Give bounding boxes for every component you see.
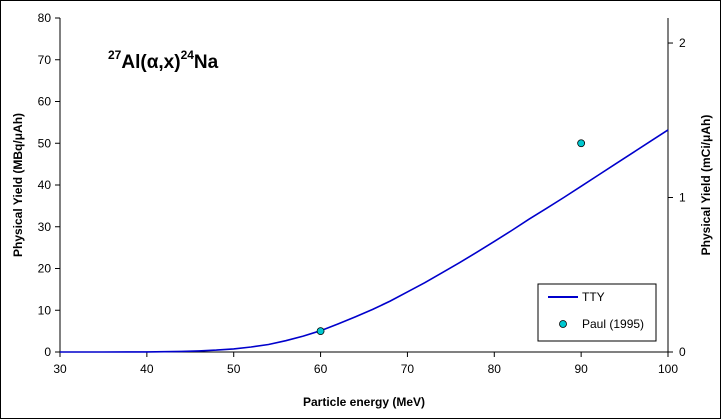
paul-1995-point [316, 327, 325, 336]
x-tick-label: 60 [314, 362, 328, 376]
y-tick-label: 70 [38, 53, 52, 67]
legend-paul-marker [559, 320, 567, 328]
y-tick-label: 80 [38, 11, 52, 25]
x-tick-label: 70 [401, 362, 415, 376]
y2-axis-label: Physical Yield (mCi/μAh) [699, 115, 713, 256]
x-tick-label: 80 [488, 362, 502, 376]
y-tick-label: 30 [38, 220, 52, 234]
title-mass-product: 24 [181, 48, 195, 62]
title-projectile: α [147, 52, 159, 73]
y-tick-label: 0 [44, 345, 51, 359]
y2-tick-label: 2 [679, 36, 686, 50]
y2-tick-label: 1 [679, 191, 686, 205]
legend-tty-label: TTY [582, 290, 605, 304]
legend-paul-label: Paul (1995) [582, 317, 644, 331]
x-tick-label: 100 [658, 362, 678, 376]
y2-tick-label: 0 [679, 345, 686, 359]
title-rest: ,x) [158, 52, 180, 73]
title-product: Na [194, 52, 219, 73]
title-target: Al( [121, 52, 147, 73]
x-tick-label: 50 [227, 362, 241, 376]
paul-1995-point [577, 139, 586, 148]
y-axis-label: Physical Yield (MBq/μAh) [11, 113, 25, 257]
y-tick-label: 10 [38, 303, 52, 317]
y-tick-label: 40 [38, 178, 52, 192]
y-tick-label: 50 [38, 136, 52, 150]
x-tick-label: 90 [574, 362, 588, 376]
x-tick-label: 40 [140, 362, 154, 376]
y-tick-label: 20 [38, 262, 52, 276]
tty-series-line [60, 129, 669, 353]
x-tick-label: 30 [53, 362, 67, 376]
title-mass-target: 27 [108, 48, 122, 62]
chart-title: 27Al(α,x)24Na [108, 48, 219, 73]
legend-box [537, 283, 657, 342]
legend: TTY Paul (1995) [537, 283, 657, 342]
y-tick-label: 60 [38, 95, 52, 109]
x-axis-label: Particle energy (MeV) [303, 395, 425, 409]
